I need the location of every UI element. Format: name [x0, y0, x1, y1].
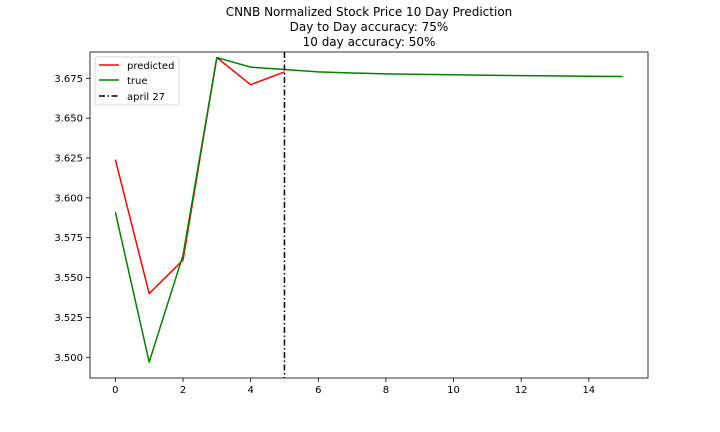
y-tick-label: 3.625 [54, 154, 83, 165]
y-tick-label: 3.650 [54, 114, 83, 125]
series-layer [114, 52, 623, 378]
x-tick-label: 6 [315, 385, 321, 396]
y-tick-label: 3.500 [54, 353, 83, 364]
chart-subtitle-line-2: 10 day accuracy: 50% [303, 35, 436, 49]
chart-subtitle-line-1: Day to Day accuracy: 75% [290, 20, 449, 34]
legend-frame [94, 56, 180, 106]
chart-title: CNNB Normalized Stock Price 10 Day Predi… [226, 5, 513, 19]
y-tick-label: 3.575 [54, 233, 83, 244]
x-tick-label: 8 [383, 385, 389, 396]
x-tick-label: 2 [180, 385, 186, 396]
series-line-true [114, 56, 623, 363]
x-tick-label: 14 [582, 385, 595, 396]
x-tick-label: 0 [112, 385, 118, 396]
x-tick-label: 4 [247, 385, 253, 396]
y-tick-label: 3.550 [54, 273, 83, 284]
legend-label-true: true [127, 76, 148, 87]
y-tick-label: 3.525 [54, 313, 83, 324]
legend: predicted true april 27 [94, 56, 180, 106]
x-tick-label: 10 [447, 385, 460, 396]
y-tick-label: 3.675 [54, 74, 83, 85]
legend-label-predicted: predicted [127, 61, 174, 72]
axis-ticks: 0 2 4 6 8 10 12 14 3.500 3.525 3.550 3.575 3.600 3.62… [54, 74, 595, 396]
x-tick-label: 12 [515, 385, 528, 396]
plot-area [89, 51, 649, 379]
legend-label-april-27: april 27 [127, 92, 165, 103]
y-tick-label: 3.600 [54, 193, 83, 204]
